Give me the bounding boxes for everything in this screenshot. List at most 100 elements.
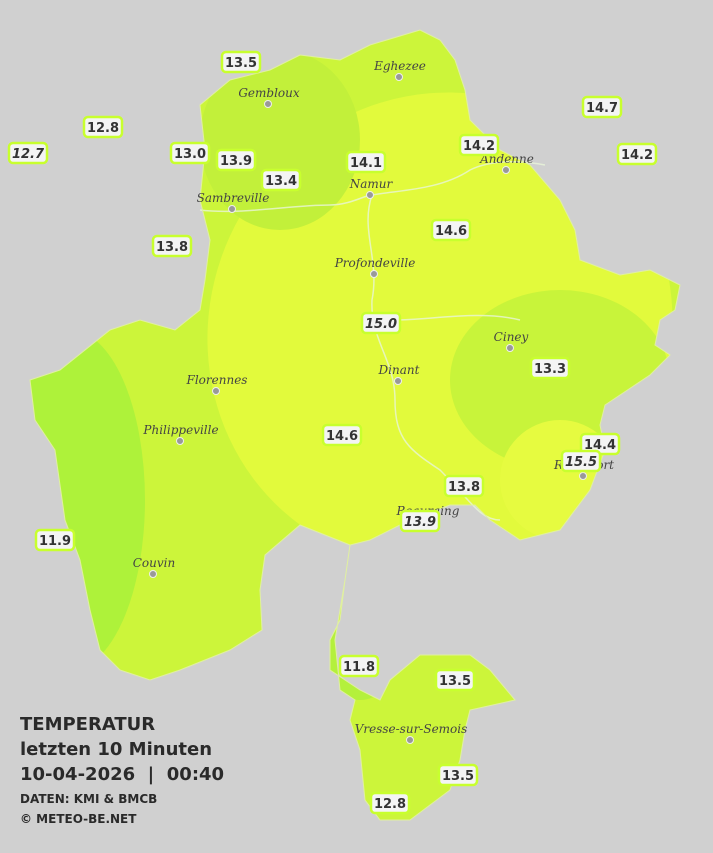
city-dot xyxy=(228,205,236,213)
station-label: 15.5 xyxy=(565,455,597,470)
city-name: Ciney xyxy=(494,330,529,344)
city-name: Florennes xyxy=(186,373,248,387)
station-box xyxy=(220,50,262,74)
station: 13.8 xyxy=(443,474,485,498)
station-box xyxy=(458,133,500,157)
station-label: 14.2 xyxy=(621,148,653,163)
station-box xyxy=(616,142,658,166)
city-dot xyxy=(579,472,587,480)
station-label: 11.9 xyxy=(39,534,71,549)
station: 13.3 xyxy=(529,356,571,380)
station: 13.5 xyxy=(220,50,262,74)
city-name: Profondeville xyxy=(334,256,416,270)
city-dot xyxy=(366,191,374,199)
station-label: 15.0 xyxy=(365,317,397,332)
station-label: 13.3 xyxy=(534,362,566,377)
city-name: Couvin xyxy=(133,556,175,570)
station-label: 13.9 xyxy=(220,154,252,169)
city-name: Vresse-sur-Semois xyxy=(355,722,468,736)
station-label: 13.8 xyxy=(156,240,188,255)
station-label: 14.7 xyxy=(586,101,618,116)
station-label: 13.5 xyxy=(225,56,257,71)
caption-title: TEMPERATUR xyxy=(20,714,155,735)
station: 13.0 xyxy=(169,141,211,165)
station-label: 14.6 xyxy=(435,224,467,239)
station-box xyxy=(215,148,257,172)
station-label: 14.2 xyxy=(463,139,495,154)
station-box xyxy=(581,95,623,119)
city-dot xyxy=(212,387,220,395)
caption-source: DATEN: KMI & BMCB xyxy=(20,792,157,806)
station: 14.2 xyxy=(616,142,658,166)
city-dot xyxy=(502,166,510,174)
station: 14.2 xyxy=(458,133,500,157)
station-box xyxy=(260,168,302,192)
station-box xyxy=(399,509,441,533)
station-label: 12.8 xyxy=(87,121,119,136)
station-box xyxy=(437,763,479,787)
station-box xyxy=(151,234,193,258)
station: 11.8 xyxy=(338,654,380,678)
caption-period: letzten 10 Minuten xyxy=(20,739,212,760)
station: 15.0 xyxy=(360,311,402,335)
city-dot xyxy=(395,73,403,81)
city-dot xyxy=(149,570,157,578)
city-name: Dinant xyxy=(378,363,420,377)
caption-copyright: © METEO-BE.NET xyxy=(20,812,137,826)
station: 12.7 xyxy=(7,141,49,165)
city-dot xyxy=(506,344,514,352)
station-label: 13.5 xyxy=(442,769,474,784)
station-box xyxy=(345,150,387,174)
city-dot xyxy=(370,270,378,278)
station-label: 13.5 xyxy=(439,674,471,689)
station: 13.5 xyxy=(434,668,476,692)
city-dot xyxy=(394,377,402,385)
station-label: 13.0 xyxy=(174,147,206,162)
city-name: Eghezee xyxy=(373,59,426,73)
station: 14.6 xyxy=(430,218,472,242)
city-name: Sambreville xyxy=(197,191,270,205)
station: 12.8 xyxy=(369,791,411,815)
city-name: Namur xyxy=(349,177,394,191)
city-name: Philippeville xyxy=(142,423,218,437)
station: 13.5 xyxy=(437,763,479,787)
station: 15.5 xyxy=(560,449,602,473)
station-label: 14.1 xyxy=(350,156,382,171)
station-box xyxy=(321,423,363,447)
station: 14.4 xyxy=(579,432,621,456)
station-label: 14.4 xyxy=(584,438,616,453)
caption: TEMPERATUR letzten 10 Minuten 10-04-2026… xyxy=(20,714,224,826)
city-name: Gembloux xyxy=(238,86,300,100)
station-label: 14.6 xyxy=(326,429,358,444)
station: 13.9 xyxy=(215,148,257,172)
station: 14.7 xyxy=(581,95,623,119)
station-box xyxy=(560,449,602,473)
station-box xyxy=(338,654,380,678)
station: 11.9 xyxy=(34,528,76,552)
station-box xyxy=(443,474,485,498)
station-label: 13.9 xyxy=(404,515,436,530)
station-label: 12.8 xyxy=(374,797,406,812)
city-dot xyxy=(176,437,184,445)
station: 12.8 xyxy=(82,115,124,139)
region-north xyxy=(200,50,360,230)
station-box xyxy=(34,528,76,552)
city-dot xyxy=(264,100,272,108)
station-box xyxy=(430,218,472,242)
station-box xyxy=(7,141,49,165)
station-box xyxy=(360,311,402,335)
station-box xyxy=(434,668,476,692)
city-dot xyxy=(406,736,414,744)
station-box xyxy=(82,115,124,139)
station: 13.8 xyxy=(151,234,193,258)
station-label: 13.4 xyxy=(265,174,297,189)
station: 13.4 xyxy=(260,168,302,192)
station: 14.1 xyxy=(345,150,387,174)
station-box xyxy=(529,356,571,380)
station-label: 12.7 xyxy=(12,147,45,162)
station-box xyxy=(169,141,211,165)
station: 14.6 xyxy=(321,423,363,447)
